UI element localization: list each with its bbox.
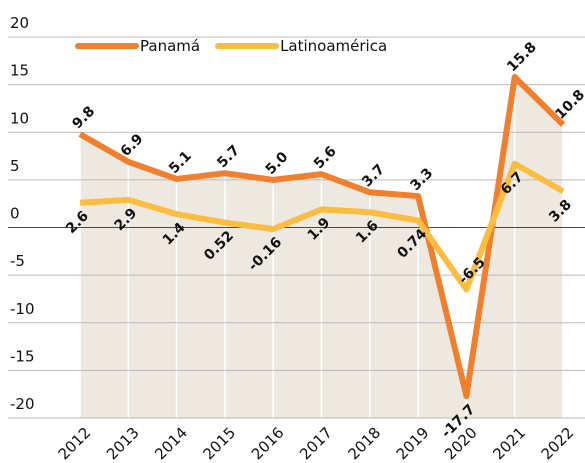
x-tick-label: 2015 [200, 424, 240, 463]
value-label-group: 15.8 [504, 39, 540, 75]
value-label: 9.8 [69, 103, 98, 132]
x-tick-label: 2016 [248, 424, 288, 463]
value-label-group: 3.3 [407, 165, 436, 194]
legend-label: Latinoamérica [280, 37, 387, 55]
x-tick-label: 2018 [344, 424, 384, 463]
x-tick-label: 2021 [489, 424, 529, 463]
value-label-group: 5.0 [263, 149, 292, 178]
y-tick-label: 15 [10, 62, 29, 80]
value-label: 3.7 [359, 161, 388, 190]
value-label-group: 5.1 [166, 148, 195, 177]
y-tick-label: 0 [10, 205, 20, 223]
line-series [79, 160, 565, 293]
y-tick-label: 5 [10, 157, 20, 175]
x-tick-label: 2012 [55, 424, 95, 463]
x-tick-label: 2014 [151, 424, 191, 463]
x-tick-group: 2016 [248, 424, 288, 463]
x-tick-group: 2021 [489, 424, 529, 463]
value-label: 5.1 [166, 148, 195, 177]
x-tick-label: 2019 [393, 424, 433, 463]
value-label-group: 9.8 [69, 103, 98, 132]
x-tick-group: 2017 [296, 424, 336, 463]
x-tick-label: 2022 [538, 424, 578, 463]
value-label: 5.6 [311, 143, 340, 172]
x-tick-label: 2013 [103, 424, 143, 463]
value-label-group: 5.6 [311, 143, 340, 172]
x-tick-group: 2014 [151, 424, 191, 463]
value-label: 5.7 [214, 142, 243, 171]
x-tick-group: 2019 [393, 424, 433, 463]
y-tick-label: -15 [10, 347, 35, 365]
x-tick-group: 2015 [200, 424, 240, 463]
x-tick-group: 2022 [538, 424, 578, 463]
legend-label: Panamá [140, 37, 200, 55]
value-label-group: 3.7 [359, 161, 388, 190]
x-tick-group: 2013 [103, 424, 143, 463]
value-label-group: 10.8 [552, 87, 585, 123]
x-tick-label: 2017 [296, 424, 336, 463]
x-tick-group: 2018 [344, 424, 384, 463]
line-series [78, 74, 566, 400]
y-tick-label: -10 [10, 300, 35, 318]
x-tick-group: 2012 [55, 424, 95, 463]
value-label: 3.3 [407, 165, 436, 194]
y-tick-label: -5 [10, 252, 25, 270]
y-tick-label: -20 [10, 395, 35, 413]
y-tick-label: 20 [10, 14, 29, 32]
y-tick-label: 10 [10, 109, 29, 127]
value-label: 10.8 [552, 87, 585, 123]
value-label-group: 5.7 [214, 142, 243, 171]
value-label: 5.0 [263, 149, 292, 178]
value-label: 15.8 [504, 39, 540, 75]
